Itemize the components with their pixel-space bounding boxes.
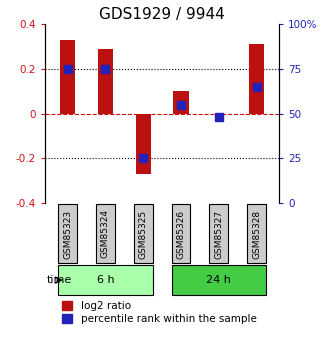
FancyBboxPatch shape [171,265,266,295]
FancyBboxPatch shape [96,204,115,264]
Text: GSM85326: GSM85326 [177,209,186,258]
Text: GSM85327: GSM85327 [214,209,223,258]
Text: GSM85323: GSM85323 [63,209,72,258]
Title: GDS1929 / 9944: GDS1929 / 9944 [99,7,225,22]
Text: 24 h: 24 h [206,275,231,285]
Text: GSM85325: GSM85325 [139,209,148,258]
Text: GSM85324: GSM85324 [101,209,110,258]
Bar [136,114,151,174]
FancyBboxPatch shape [171,204,190,264]
FancyBboxPatch shape [58,265,153,295]
FancyBboxPatch shape [58,204,77,264]
Text: time: time [47,275,72,285]
Text: GSM85328: GSM85328 [252,209,261,258]
Bar [98,49,113,114]
Bar [173,91,188,114]
FancyBboxPatch shape [209,204,228,264]
Text: 6 h: 6 h [97,275,114,285]
Legend: log2 ratio, percentile rank within the sample: log2 ratio, percentile rank within the s… [62,301,256,324]
FancyBboxPatch shape [134,204,153,264]
Bar [60,40,75,114]
FancyBboxPatch shape [247,204,266,264]
Bar [249,44,264,114]
